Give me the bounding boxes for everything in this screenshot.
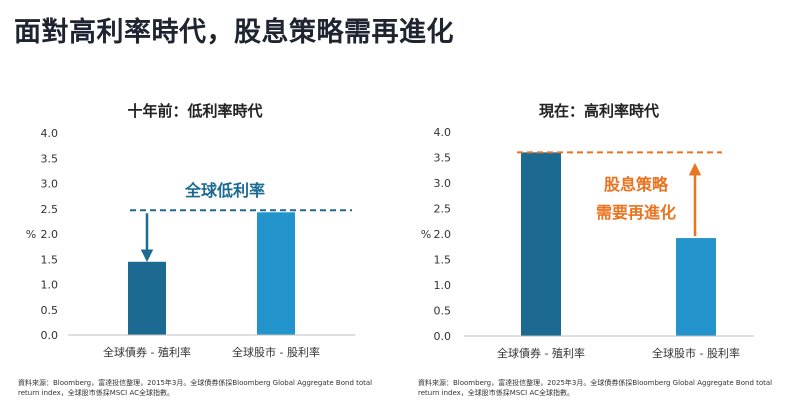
y-tick-label: 2.5 <box>434 203 452 216</box>
y-tick-label: 1.5 <box>434 254 452 267</box>
annotation-dividend-strategy-line: 股息策略 <box>604 175 669 194</box>
y-tick-label: 3.5 <box>434 152 452 165</box>
y-tick-label: 2.0 <box>41 228 59 241</box>
bar-bond-yield <box>128 261 166 335</box>
y-tick-label: 3.5 <box>41 152 59 165</box>
y-tick-label: 4.0 <box>41 127 59 140</box>
left-chart-source: 資料來源：Bloomberg，富達投信整理，2015年3月。全球債券係採Bloo… <box>18 379 373 397</box>
page-title: 面對高利率時代，股息策略需再進化 <box>14 17 454 48</box>
bar-equity-dividend <box>676 238 716 336</box>
annotation-dividend-strategy-line: 需要再進化 <box>596 203 676 222</box>
y-tick-label: 1.0 <box>41 279 59 292</box>
y-tick-label: 0.0 <box>41 329 59 342</box>
y-axis-label: % <box>421 228 431 241</box>
x-category-label: 全球債券 - 殖利率 <box>497 346 585 360</box>
left-chart-title: 十年前：低利率時代 <box>127 102 263 120</box>
right-chart: 4.0 3.5 3.0 2.5 2.0 1.5 1.0 0.5 0.0% 全球債券 - 殖利率 全球… <box>421 126 754 360</box>
x-category-label: 全球股市 - 股利率 <box>232 345 320 359</box>
annotation-low-rate: 全球低利率 <box>184 181 265 200</box>
y-tick-label: 3.0 <box>41 178 59 191</box>
y-tick-label: 0.5 <box>41 304 59 317</box>
y-tick-label: 4.0 <box>434 126 452 139</box>
x-category-label: 全球股市 - 股利率 <box>652 346 740 360</box>
left-chart: 4.0 3.5 3.0 2.5 2.0 1.5 1.0 0.5 0.0% 全球債券 - 殖利率 全球… <box>26 127 355 359</box>
y-tick-label: 0.0 <box>434 330 452 343</box>
y-tick-label: 2.0 <box>434 228 452 241</box>
left-chart-panel: 十年前：低利率時代 4.0 3.5 3.0 2.5 2.0 1.5 1.0 0.5 0.0% 全球… <box>0 88 390 406</box>
y-tick-label: 1.0 <box>434 279 452 292</box>
right-chart-source: 資料來源：Bloomberg，富達投信整理，2025年3月。全球債券係採Bloo… <box>418 379 773 397</box>
x-category-label: 全球債券 - 殖利率 <box>103 345 191 359</box>
y-tick-label: 0.5 <box>434 305 452 318</box>
right-chart-title: 現在：高利率時代 <box>538 102 659 120</box>
y-tick-label: 1.5 <box>41 253 59 266</box>
bar-equity-dividend <box>257 212 295 335</box>
y-axis-label: % <box>26 228 36 241</box>
y-tick-label: 3.0 <box>434 177 452 190</box>
y-tick-label: 2.5 <box>41 203 59 216</box>
right-chart-panel: 現在：高利率時代 4.0 3.5 3.0 2.5 2.0 1.5 1.0 0.5 0.0% 全球債… <box>404 88 794 406</box>
bar-bond-yield <box>521 152 561 336</box>
